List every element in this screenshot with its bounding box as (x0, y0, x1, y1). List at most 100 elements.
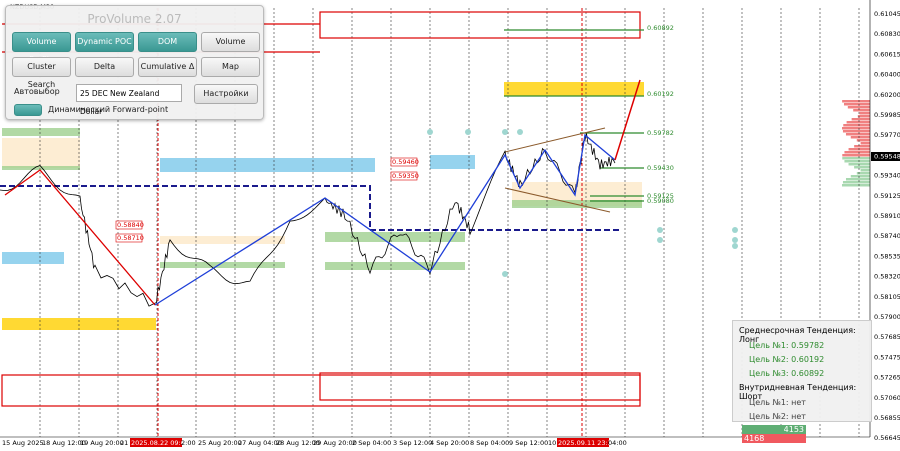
zone (2, 128, 80, 136)
dot (732, 243, 738, 249)
level-line (0, 185, 620, 231)
chart-label: 0.58710 (117, 234, 144, 242)
mid-trend: Среднесрочная Тенденция: Лонг (739, 326, 856, 344)
profile-bar (857, 115, 870, 118)
zone (2, 138, 80, 168)
profile-bar (842, 181, 870, 184)
profile-bar (856, 139, 870, 142)
price-label: 0.58535 (874, 252, 900, 260)
price-label: 0.56855 (874, 414, 900, 422)
panel-button[interactable]: Cluster Search (12, 57, 71, 89)
chart-label: 0.59460 (392, 158, 419, 166)
panel-button[interactable]: Delta (75, 57, 134, 77)
label-box (115, 220, 143, 230)
time-label: 2025.08.22 09:00 (131, 439, 189, 447)
profile-bar (842, 154, 870, 157)
range-box (319, 11, 641, 39)
profile-bar (860, 169, 870, 172)
target: Цель №2: 0.60192 (749, 355, 825, 364)
level-label: 0.60192 (647, 90, 674, 98)
time-highlight (130, 438, 182, 447)
time-highlight (557, 438, 609, 447)
dot (657, 227, 663, 233)
panel-button[interactable]: Volume Profile (12, 32, 71, 64)
time-label: 21 A (120, 439, 135, 447)
time-label: 29 Aug 20:00 (313, 439, 357, 447)
price-label: 0.58320 (874, 273, 900, 281)
zone (2, 166, 80, 170)
time-label: 10 (548, 439, 556, 447)
dot (465, 129, 471, 135)
panel-button[interactable]: Dynamic POC (75, 32, 134, 52)
trend-line (504, 127, 606, 153)
profile-bar (860, 142, 870, 145)
zone (160, 236, 285, 244)
time-label: 2025.09.11 23:30 (558, 439, 616, 447)
current-price-box (871, 152, 900, 161)
chart-label: 0.59350 (392, 172, 419, 180)
price-label: 0.60615 (874, 50, 900, 58)
level-label: 0.59125 (647, 192, 674, 200)
panel-button[interactable]: Volume (201, 32, 260, 52)
zigzag (154, 133, 616, 306)
profile-bar (856, 172, 870, 175)
time-label: 04:00 (608, 439, 627, 447)
zone (325, 262, 465, 270)
profile-bar (851, 118, 870, 121)
level-label: 0.59080 (647, 197, 674, 205)
panel-button[interactable]: Cumulative Δ (138, 57, 197, 77)
zone (160, 158, 375, 172)
zone (2, 252, 64, 264)
label-box (390, 171, 418, 181)
target: Цель №1: нет (749, 398, 806, 407)
panel-button[interactable]: Map (201, 57, 260, 77)
price-label: 0.59770 (874, 131, 900, 139)
time-label: 9 Sep 12:00 (509, 439, 548, 447)
profile-bar (845, 133, 870, 136)
dot (732, 237, 738, 243)
trend-line (504, 187, 611, 213)
chart-label: 0.58840 (117, 221, 144, 229)
zone (504, 82, 644, 96)
profile-bar (842, 130, 870, 133)
zone (160, 262, 285, 268)
level-label: 0.59782 (647, 129, 674, 137)
intraday-trend: Внутридневная Тенденция: Шорт (739, 383, 857, 401)
time-label: 19 Aug 20:00 (80, 439, 124, 447)
price-label: 0.57265 (874, 374, 900, 382)
profile-bar (850, 136, 870, 139)
price-label: 0.56645 (874, 434, 900, 442)
dot (517, 129, 523, 135)
time-label: 2 Sep 04:00 (352, 439, 391, 447)
dot (502, 129, 508, 135)
price-label: 0.60400 (874, 71, 900, 79)
price-label: 0.58740 (874, 232, 900, 240)
price-line (0, 133, 616, 307)
profile-bar (854, 166, 870, 169)
price-label: 0.59985 (874, 111, 900, 119)
price-label: 0.57900 (874, 313, 900, 321)
profile-bar (847, 106, 870, 109)
autoselect-checkbox[interactable]: Автовыбор (14, 87, 60, 96)
panel-button[interactable]: DOM (138, 32, 197, 52)
target: Цель №3: 0.60892 (749, 369, 825, 378)
forecast (614, 79, 641, 161)
profile-bar (842, 100, 870, 103)
time-label: 18 Aug 12:00 (42, 439, 86, 447)
price-label: 0.59125 (874, 192, 900, 200)
zigzag (4, 169, 156, 306)
instrument-select[interactable]: 25 DEC New Zealand Dollar (76, 84, 182, 116)
time-label: 3 Sep 12:00 (393, 439, 432, 447)
time-label: 8 Sep 04:00 (470, 439, 509, 447)
price-label: 0.61045 (874, 10, 900, 18)
settings-button[interactable]: Настройки (194, 84, 258, 104)
forward-toggle[interactable] (14, 104, 42, 116)
price-axis (870, 0, 900, 451)
dot (657, 237, 663, 243)
profile-bar (845, 178, 870, 181)
price-label: 0.57475 (874, 353, 900, 361)
provolume-panel: ProVolume 2.07 Volume ProfileDynamic POC… (5, 5, 264, 120)
zone (430, 155, 475, 169)
buy-volume: 4153 (742, 425, 806, 434)
